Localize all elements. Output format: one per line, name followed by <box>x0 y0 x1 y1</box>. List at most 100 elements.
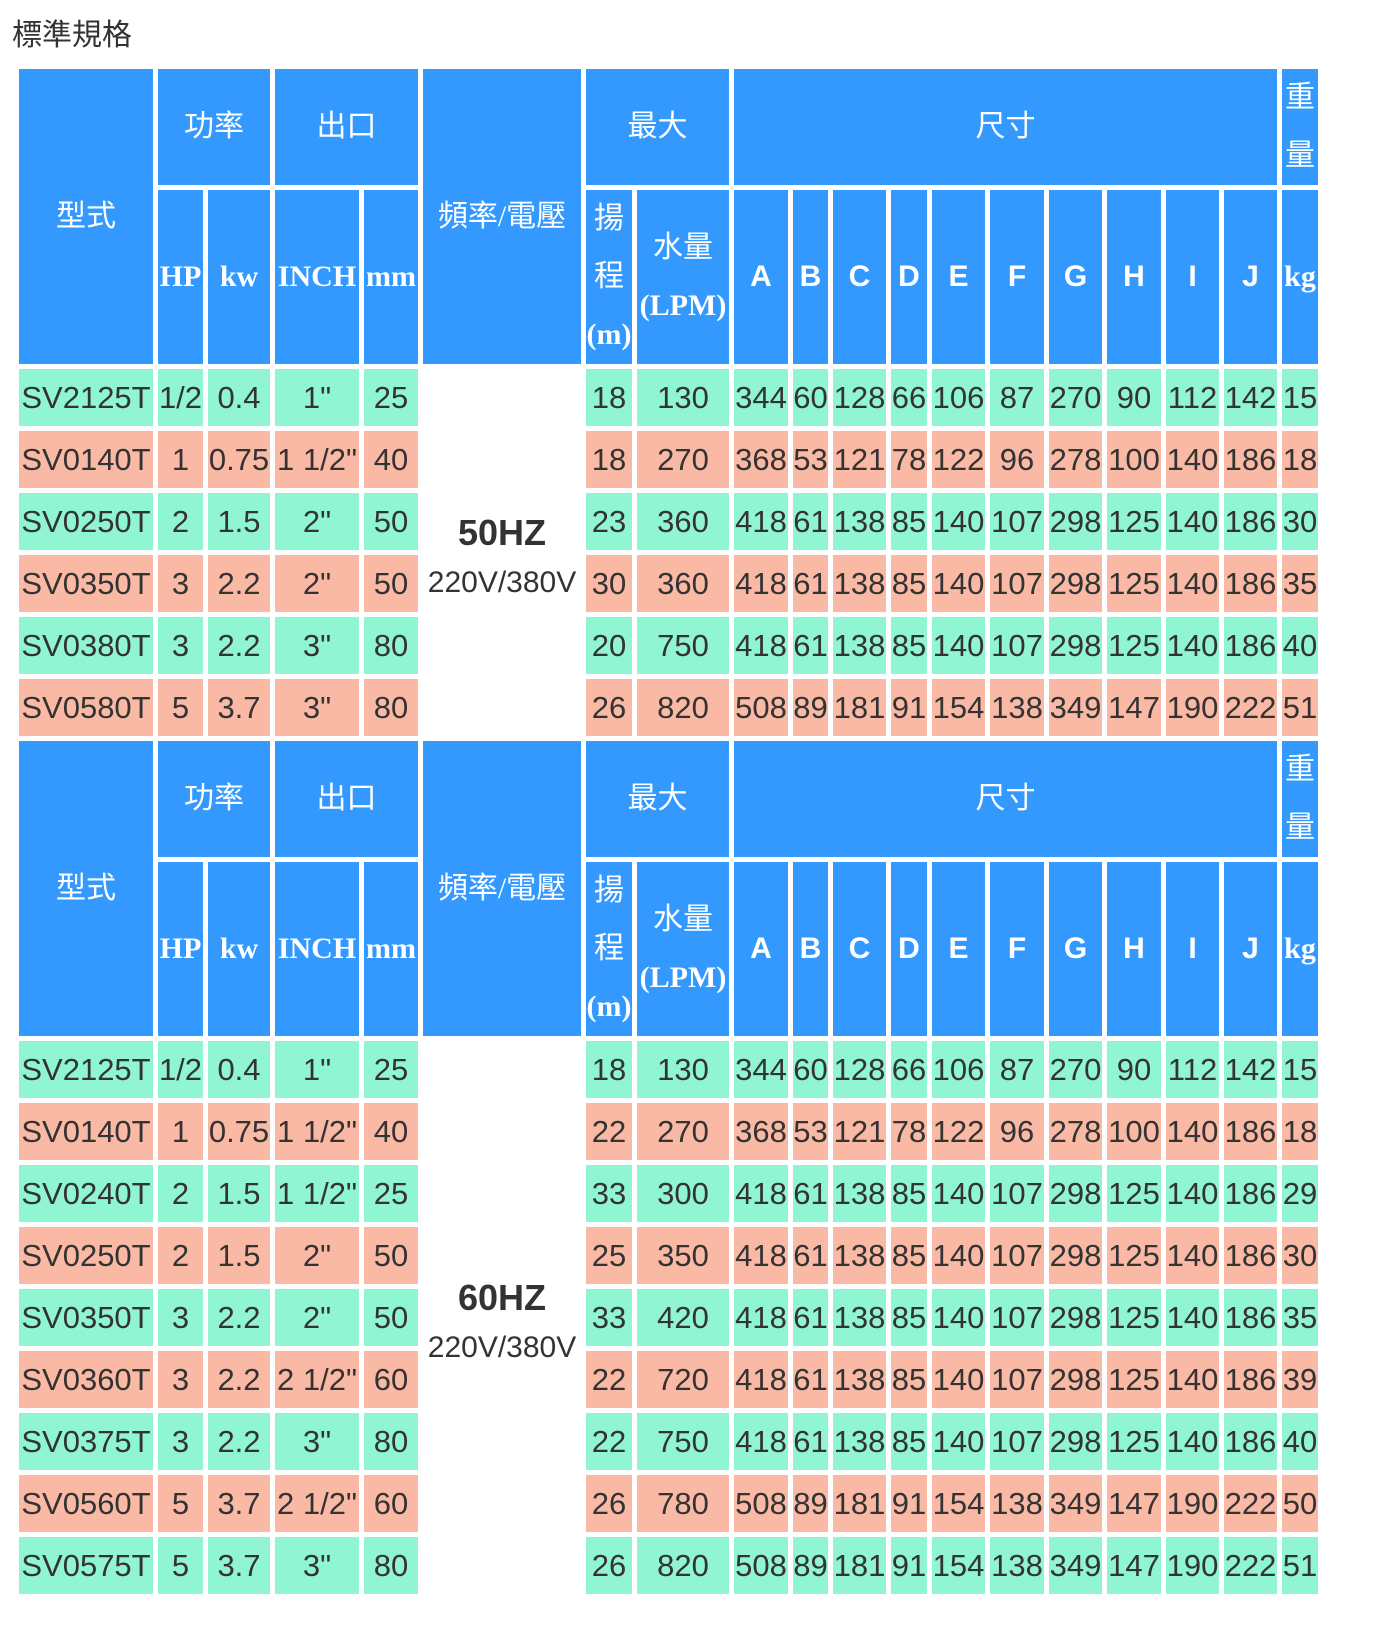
header-dim-f: F <box>990 862 1044 1036</box>
header-dim-d: D <box>891 862 927 1036</box>
cell-model: SV0350T <box>19 555 153 612</box>
cell-dim-e: 140 <box>932 493 985 550</box>
cell-flow: 820 <box>637 1537 729 1594</box>
header-dim-j: J <box>1224 862 1277 1036</box>
header-max: 最大 <box>586 741 729 857</box>
cell-dim-a: 418 <box>734 493 788 550</box>
table-row: SV0140T 1 0.75 1 1/2" 40 22 270 368 53 121 78 122 96… <box>19 1103 1318 1160</box>
cell-dim-a: 368 <box>734 1103 788 1160</box>
cell-dim-b: 89 <box>793 1537 828 1594</box>
cell-dim-g: 349 <box>1049 679 1102 736</box>
cell-dim-b: 61 <box>793 1351 828 1408</box>
cell-dim-e: 106 <box>932 1041 985 1098</box>
header-dim-c: C <box>833 190 886 364</box>
header-model: 型式 <box>19 741 153 1036</box>
header-hp: HP <box>158 190 203 364</box>
cell-dim-a: 508 <box>734 679 788 736</box>
header-dim-b: B <box>793 190 828 364</box>
cell-head: 18 <box>586 1041 632 1098</box>
cell-dim-e: 140 <box>932 1413 985 1470</box>
cell-dim-g: 270 <box>1049 1041 1102 1098</box>
cell-dim-f: 96 <box>990 1103 1044 1160</box>
cell-dim-i: 140 <box>1166 493 1219 550</box>
cell-dim-a: 418 <box>734 617 788 674</box>
cell-dim-h: 125 <box>1107 1413 1161 1470</box>
cell-dim-a: 344 <box>734 1041 788 1098</box>
spec-table: 型式 功率 出口 頻率/電壓 最大 尺寸重量 HP kw INCH mm 揚程 (m) 水量 (LPM) A… <box>14 64 1323 1599</box>
cell-dim-a: 418 <box>734 1289 788 1346</box>
header-flow-label: 水量 <box>653 231 713 264</box>
frequency-voltage-cell: 50HZ 220V/380V <box>423 369 581 736</box>
cell-kw: 3.7 <box>208 1537 270 1594</box>
cell-hp: 2 <box>158 1227 203 1284</box>
header-head-char: 程 <box>594 260 624 293</box>
cell-dim-b: 61 <box>793 1227 828 1284</box>
header-mm: mm <box>364 190 418 364</box>
cell-weight: 29 <box>1282 1165 1318 1222</box>
cell-outlet-mm: 80 <box>364 1537 418 1594</box>
cell-outlet-inch: 3" <box>275 1413 359 1470</box>
cell-dim-j: 222 <box>1224 1475 1277 1532</box>
cell-dim-j: 222 <box>1224 1537 1277 1594</box>
cell-dim-g: 298 <box>1049 1165 1102 1222</box>
header-dim-g: G <box>1049 862 1102 1036</box>
cell-dim-d: 85 <box>891 617 927 674</box>
cell-outlet-inch: 3" <box>275 617 359 674</box>
cell-dim-b: 61 <box>793 1413 828 1470</box>
cell-head: 30 <box>586 555 632 612</box>
cell-dim-f: 96 <box>990 431 1044 488</box>
cell-dim-f: 138 <box>990 1537 1044 1594</box>
cell-hp: 3 <box>158 617 203 674</box>
cell-dim-d: 91 <box>891 1475 927 1532</box>
cell-dim-c: 181 <box>833 1537 886 1594</box>
cell-head: 25 <box>586 1227 632 1284</box>
cell-kw: 2.2 <box>208 1289 270 1346</box>
cell-dim-j: 186 <box>1224 1351 1277 1408</box>
cell-dim-a: 368 <box>734 431 788 488</box>
header-dim-i: I <box>1166 190 1219 364</box>
cell-flow: 350 <box>637 1227 729 1284</box>
cell-dim-f: 107 <box>990 555 1044 612</box>
cell-flow: 300 <box>637 1165 729 1222</box>
cell-dim-g: 298 <box>1049 1413 1102 1470</box>
cell-dim-i: 190 <box>1166 1537 1219 1594</box>
cell-flow: 360 <box>637 493 729 550</box>
cell-dim-c: 181 <box>833 1475 886 1532</box>
header-weight-char: 量 <box>1285 811 1315 844</box>
cell-dim-d: 66 <box>891 369 927 426</box>
cell-outlet-inch: 1 1/2" <box>275 1103 359 1160</box>
cell-outlet-mm: 60 <box>364 1475 418 1532</box>
cell-flow: 270 <box>637 1103 729 1160</box>
table-row: SV0250T 2 1.5 2" 50 25 350 418 61 138 85 140 107 298 1… <box>19 1227 1318 1284</box>
cell-kw: 0.4 <box>208 1041 270 1098</box>
table-row: SV0250T 2 1.5 2" 50 23 360 418 61 138 85 140 107 298 1… <box>19 493 1318 550</box>
cell-weight: 40 <box>1282 617 1318 674</box>
cell-dim-h: 147 <box>1107 1537 1161 1594</box>
cell-hp: 5 <box>158 1475 203 1532</box>
header-dim-e: E <box>932 190 985 364</box>
header-weight: 重量 <box>1282 69 1318 185</box>
cell-weight: 50 <box>1282 1475 1318 1532</box>
cell-kw: 3.7 <box>208 679 270 736</box>
cell-weight: 18 <box>1282 431 1318 488</box>
cell-dim-i: 140 <box>1166 1289 1219 1346</box>
cell-model: SV0560T <box>19 1475 153 1532</box>
cell-dim-i: 140 <box>1166 1351 1219 1408</box>
cell-kw: 0.75 <box>208 431 270 488</box>
cell-dim-d: 85 <box>891 1165 927 1222</box>
cell-outlet-mm: 50 <box>364 493 418 550</box>
header-flow-unit: (LPM) <box>639 289 727 322</box>
cell-kw: 2.2 <box>208 617 270 674</box>
cell-outlet-mm: 80 <box>364 617 418 674</box>
cell-dim-j: 186 <box>1224 555 1277 612</box>
cell-dim-h: 100 <box>1107 1103 1161 1160</box>
cell-dim-f: 107 <box>990 1165 1044 1222</box>
cell-flow: 720 <box>637 1351 729 1408</box>
cell-dim-e: 154 <box>932 1537 985 1594</box>
cell-dim-j: 222 <box>1224 679 1277 736</box>
cell-dim-e: 140 <box>932 555 985 612</box>
header-dim-a: A <box>734 190 788 364</box>
cell-dim-f: 138 <box>990 1475 1044 1532</box>
cell-dim-e: 140 <box>932 1227 985 1284</box>
